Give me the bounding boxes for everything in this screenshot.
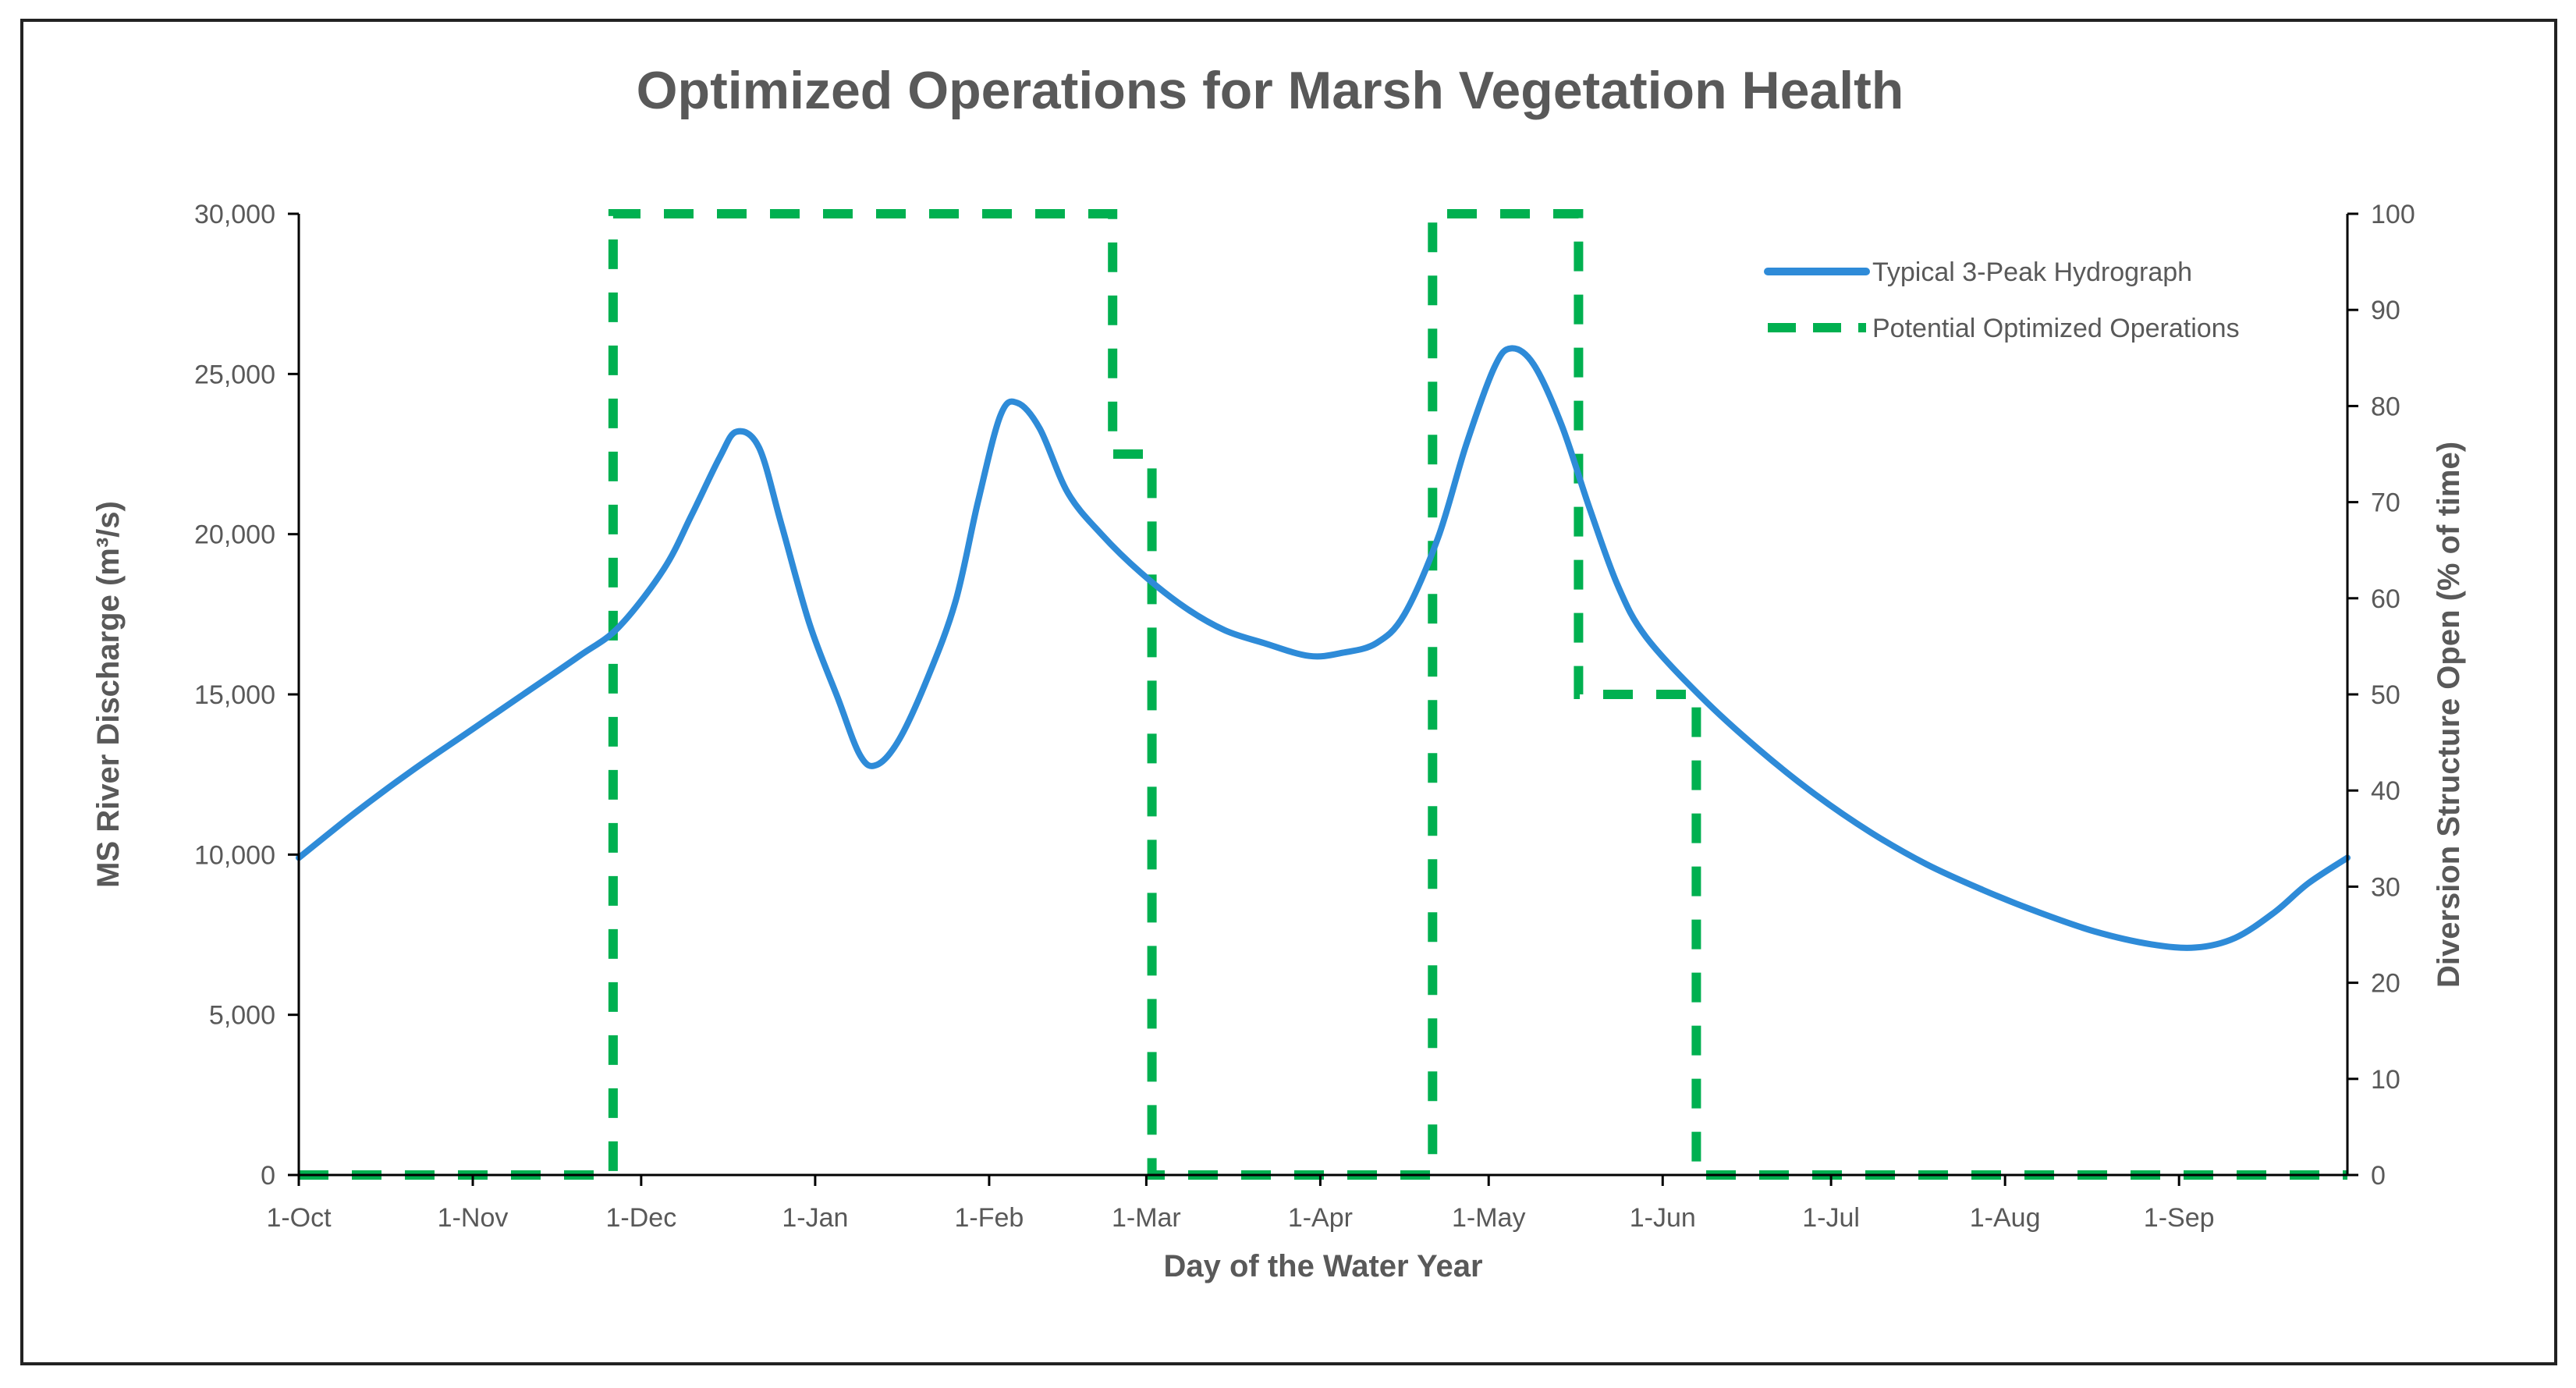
- right-y-tick-label: 0: [2371, 1161, 2386, 1191]
- x-tick-label: 1-Oct: [266, 1203, 332, 1233]
- x-tick-label: 1-Dec: [606, 1203, 677, 1233]
- x-tick-label: 1-Aug: [1970, 1203, 2041, 1233]
- series-line-optimized-operations: [299, 209, 2347, 1180]
- right-y-tick-label: 10: [2371, 1065, 2400, 1095]
- left-y-tick-label: 0: [261, 1161, 275, 1191]
- right-y-tick-label: 80: [2371, 392, 2400, 421]
- x-tick-label: 1-Feb: [955, 1203, 1024, 1233]
- left-y-tick-label: 15,000: [194, 680, 275, 710]
- legend: Typical 3-Peak Hydrograph Potential Opti…: [1764, 257, 2240, 343]
- chart-frame: Optimized Operations for Marsh Vegetatio…: [20, 19, 2557, 1365]
- legend-label-hydrograph: Typical 3-Peak Hydrograph: [1872, 257, 2192, 287]
- chart-title: Optimized Operations for Marsh Vegetatio…: [637, 61, 1904, 120]
- right-y-tick-label: 50: [2371, 680, 2400, 710]
- x-tick-label: 1-May: [1452, 1203, 1525, 1233]
- right-y-axis-title: Diversion Structure Open (% of time): [2432, 442, 2466, 988]
- left-y-tick-label: 10,000: [194, 840, 275, 870]
- x-tick-label: 1-Sep: [2144, 1203, 2215, 1233]
- x-tick-label: 1-Jul: [1802, 1203, 1860, 1233]
- right-y-tick-label: 100: [2371, 200, 2415, 229]
- right-y-tick-label: 30: [2371, 872, 2400, 902]
- ticks: 1-Oct 1-Nov 1-Dec 1-Jan 1-Feb 1-Mar 1-Apr 1-May…: [194, 200, 2415, 1233]
- right-y-tick-label: 90: [2371, 296, 2400, 325]
- right-y-tick-label: 20: [2371, 969, 2400, 999]
- axes: [297, 214, 2349, 1177]
- left-y-axis-title: MS River Discharge (m³/s): [91, 501, 126, 888]
- left-y-tick-label: 20,000: [194, 520, 275, 550]
- plot-area: [296, 209, 2351, 1180]
- x-tick-label: 1-Jun: [1630, 1203, 1696, 1233]
- x-tick-label: 1-Jan: [782, 1203, 848, 1233]
- x-tick-label: 1-Apr: [1288, 1203, 1353, 1233]
- right-y-tick-label: 60: [2371, 584, 2400, 614]
- chart-svg: Optimized Operations for Marsh Vegetatio…: [91, 61, 2466, 1283]
- x-axis-title: Day of the Water Year: [1163, 1249, 1482, 1283]
- left-y-tick-label: 5,000: [209, 1001, 275, 1031]
- left-y-tick-label: 30,000: [194, 200, 275, 229]
- x-tick-label: 1-Mar: [1112, 1203, 1181, 1233]
- x-tick-label: 1-Nov: [438, 1203, 509, 1233]
- series-line-hydrograph: [296, 345, 2351, 951]
- right-y-tick-label: 40: [2371, 776, 2400, 806]
- right-y-tick-label: 70: [2371, 488, 2400, 518]
- left-y-tick-label: 25,000: [194, 360, 275, 389]
- legend-label-operations: Potential Optimized Operations: [1872, 314, 2240, 343]
